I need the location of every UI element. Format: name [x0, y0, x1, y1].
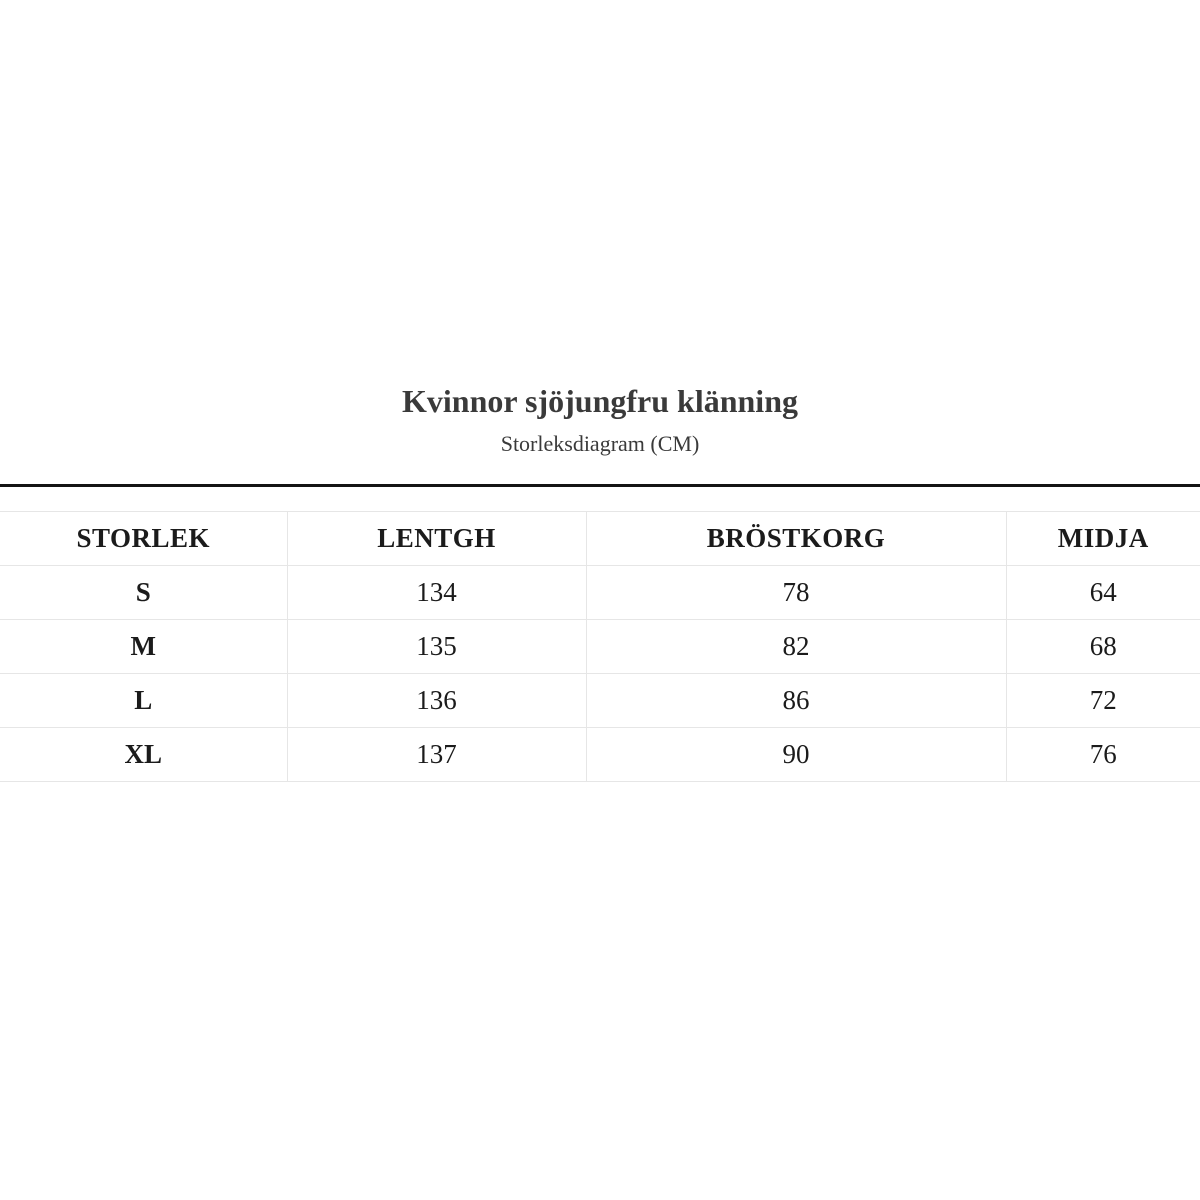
page-title: Kvinnor sjöjungfru klänning — [402, 383, 798, 419]
waist-value: 68 — [1005, 619, 1200, 674]
table-row-xl: XL 137 90 76 — [0, 727, 1200, 782]
length-value: 134 — [286, 565, 586, 620]
chest-value: 82 — [585, 619, 1006, 674]
length-value: 136 — [286, 673, 586, 728]
table-row-l: L 136 86 72 — [0, 673, 1200, 728]
table-header-row: STORLEK LENTGH BRÖSTKORG MIDJA — [0, 511, 1200, 566]
size-label: S — [0, 565, 287, 620]
waist-value: 72 — [1005, 673, 1200, 728]
page-subtitle: Storleksdiagram (CM) — [500, 431, 700, 456]
column-header-storlek: STORLEK — [0, 511, 287, 566]
length-value: 137 — [286, 727, 586, 782]
size-label: XL — [0, 727, 287, 782]
table-row-m: M 135 82 68 — [0, 619, 1200, 674]
chest-value: 78 — [585, 565, 1006, 620]
column-header-midja: MIDJA — [1005, 511, 1200, 566]
chest-value: 86 — [585, 673, 1006, 728]
size-table: STORLEK LENTGH BRÖSTKORG MIDJA S 134 78 … — [0, 511, 1200, 782]
size-label: L — [0, 673, 287, 728]
waist-value: 64 — [1005, 565, 1200, 620]
divider-line — [0, 484, 1200, 487]
chest-value: 90 — [585, 727, 1006, 782]
column-header-brostkorg: BRÖSTKORG — [585, 511, 1006, 566]
waist-value: 76 — [1005, 727, 1200, 782]
length-value: 135 — [286, 619, 586, 674]
size-label: M — [0, 619, 287, 674]
table-row-s: S 134 78 64 — [0, 565, 1200, 620]
column-header-lentgh: LENTGH — [286, 511, 586, 566]
